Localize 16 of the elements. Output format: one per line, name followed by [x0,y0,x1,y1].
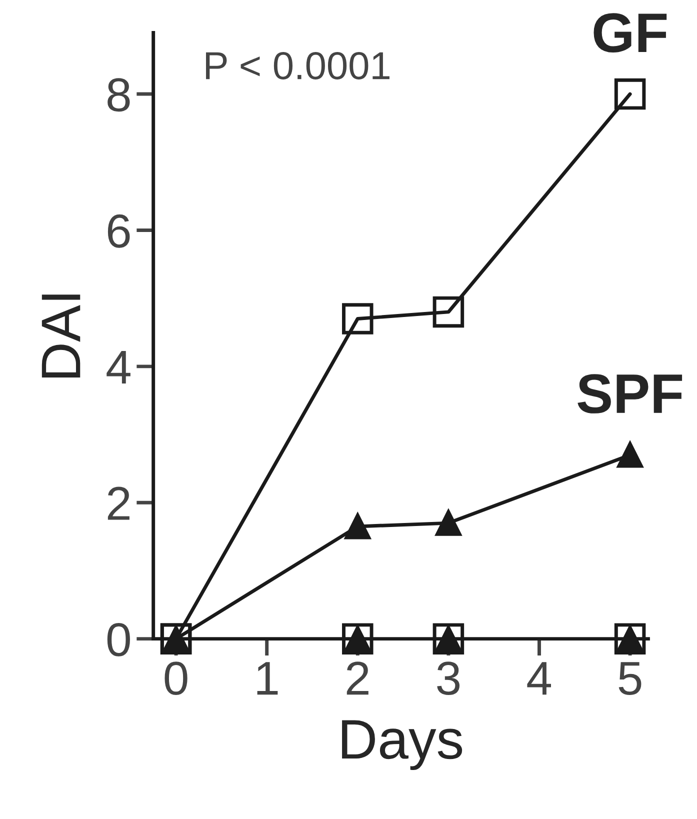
annotation: P < 0.0001 [206,52,390,80]
y-tick-label: 2 [108,486,130,520]
x-tick-label: 4 [527,662,551,695]
x-tick-label: 0 [164,662,188,696]
y-tick-label: 8 [108,78,130,112]
series-label: SPF [578,374,682,414]
y-tick-label: 6 [108,214,130,248]
x-axis-title: Days [342,720,462,770]
x-tick-label: 1 [257,662,278,695]
x-tick-label: 5 [618,662,642,696]
x-tick-label: 2 [346,662,368,695]
x-tick-label: 3 [437,662,460,696]
series-label: GF [594,13,667,53]
y-tick-label: 0 [107,622,130,656]
y-tick-label: 4 [106,351,130,384]
y-axis-title: DAI [42,294,80,378]
